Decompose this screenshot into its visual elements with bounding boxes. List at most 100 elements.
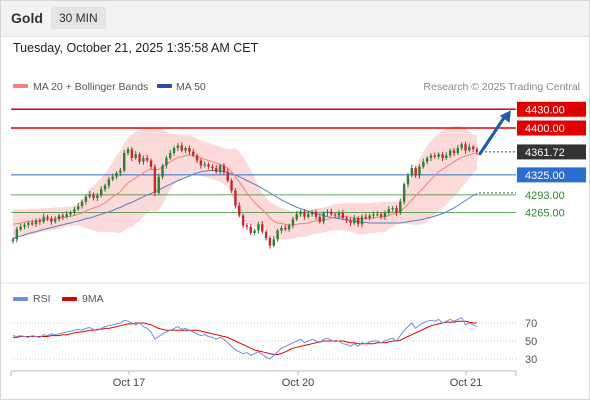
ma50-line <box>12 170 478 240</box>
candle-body <box>130 149 134 158</box>
candle-body <box>368 215 371 218</box>
candle-body <box>88 194 91 197</box>
level-label-4293.00: 4293.00 <box>525 190 565 202</box>
candle-body <box>57 215 61 220</box>
candle-body <box>115 173 118 177</box>
candle-body <box>349 220 352 223</box>
candle-body <box>284 228 287 230</box>
candle-body <box>23 224 26 227</box>
candle-body <box>15 229 19 240</box>
candle-body <box>69 212 72 215</box>
candle-body <box>441 154 444 158</box>
legend-swatch-ma20 <box>13 84 28 88</box>
candle-body <box>241 215 245 226</box>
candle-body <box>322 213 325 222</box>
candle-body <box>471 146 475 150</box>
legend-label-ma50: MA 50 <box>176 81 206 93</box>
candle-body <box>142 158 145 162</box>
candle-body <box>402 184 406 202</box>
candle-body <box>257 224 260 231</box>
candle-body <box>253 230 256 233</box>
legend-label-9ma: 9MA <box>82 293 104 305</box>
arrow-head <box>499 110 511 123</box>
candle-body <box>107 179 111 186</box>
candle-body <box>42 216 45 222</box>
candle-body <box>406 175 410 185</box>
candle-body <box>261 224 264 232</box>
candle-body <box>310 211 314 215</box>
candle-body <box>268 238 272 246</box>
legend-swatch-ma50 <box>157 84 172 88</box>
candle-body <box>464 144 467 151</box>
candle-body <box>245 225 249 227</box>
candle-body <box>379 214 383 217</box>
candle-body <box>134 154 137 158</box>
candle-body <box>195 155 199 161</box>
legend-swatch-9ma <box>62 297 77 301</box>
rsi-line <box>12 316 478 360</box>
level-label-4265.00: 4265.00 <box>525 207 565 219</box>
candle-body <box>157 176 160 193</box>
candle-body <box>276 230 279 240</box>
candle-body <box>425 158 429 162</box>
candle-body <box>429 155 433 158</box>
candle-body <box>165 158 168 166</box>
candle-body <box>215 168 218 172</box>
level-tag-4430.00 <box>517 101 586 117</box>
level-label-4325.00: 4325.00 <box>525 170 565 182</box>
candle-body <box>222 165 226 172</box>
candle-body <box>456 148 460 153</box>
candle-body <box>149 160 153 167</box>
candle-body <box>96 195 99 198</box>
candle-body <box>211 166 214 168</box>
candle-body <box>180 145 183 151</box>
candle-body <box>234 190 237 206</box>
candle-body <box>249 226 252 233</box>
candle-body <box>84 196 88 202</box>
candle-body <box>353 218 356 223</box>
candle-body <box>207 164 210 167</box>
candle-body <box>345 218 348 221</box>
candle-body <box>291 219 295 226</box>
candle-body <box>475 149 479 152</box>
copyright-credit: Research © 2025 Trading Central <box>423 81 580 93</box>
candle-body <box>445 155 448 158</box>
candle-body <box>326 211 329 213</box>
candle-body <box>468 146 471 151</box>
candle-body <box>61 215 65 217</box>
candle-body <box>123 153 126 171</box>
candle-body <box>238 205 241 216</box>
candle-body <box>65 214 68 217</box>
candle-body <box>372 214 375 216</box>
instrument-title: Gold <box>11 10 43 26</box>
level-tag-4361.72 <box>517 144 586 160</box>
candle-body <box>46 216 49 219</box>
candle-body <box>391 208 394 210</box>
candle-body <box>218 165 222 172</box>
candle-body <box>383 213 387 217</box>
candle-body <box>176 145 180 148</box>
bollinger-band <box>13 125 477 240</box>
candle-body <box>437 154 440 157</box>
candle-body <box>103 185 107 190</box>
candle-body <box>92 194 95 198</box>
candle-body <box>318 216 321 222</box>
candle-body <box>146 158 149 161</box>
candle-body <box>287 225 291 230</box>
candle-body <box>307 214 310 217</box>
interval-badge[interactable]: 30 MIN <box>51 7 106 29</box>
candle-body <box>356 218 360 225</box>
candle-body <box>422 161 425 167</box>
candle-body <box>433 155 437 157</box>
candle-body <box>192 151 195 156</box>
candle-body <box>314 211 318 217</box>
candle-body <box>364 216 367 218</box>
level-tag-4325.00 <box>517 167 586 183</box>
projection-arrow <box>478 110 511 156</box>
candle-body <box>460 144 463 148</box>
rsi-tick-50: 50 <box>525 336 537 348</box>
candle-body <box>418 166 421 176</box>
candle-body <box>230 180 233 191</box>
candle-body <box>341 213 344 218</box>
